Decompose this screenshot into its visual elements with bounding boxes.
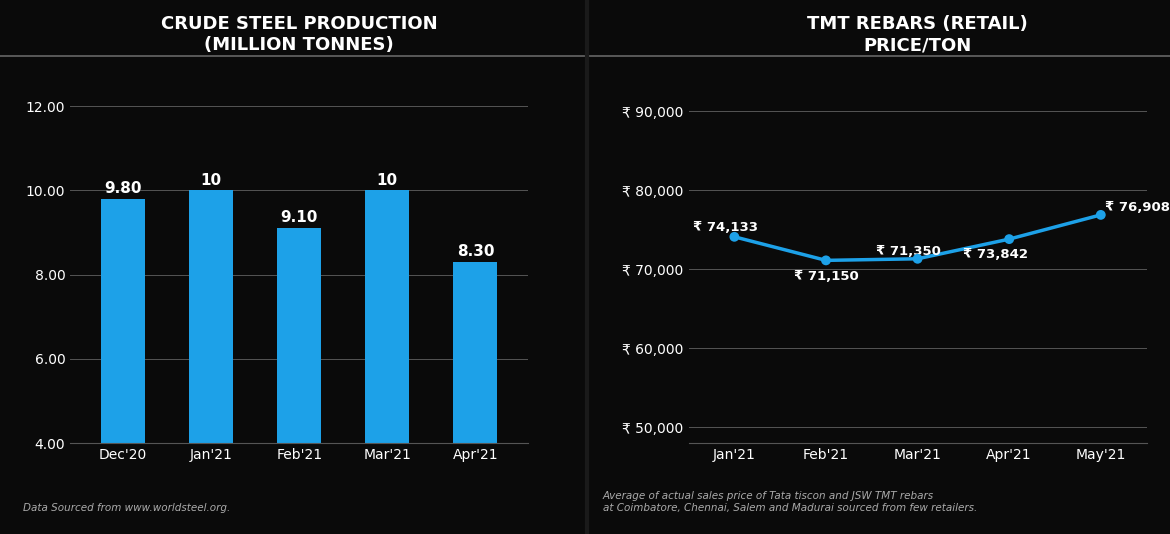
Text: ₹ 71,350: ₹ 71,350	[876, 245, 941, 258]
Text: 9.10: 9.10	[281, 210, 318, 225]
Text: 8.30: 8.30	[456, 244, 494, 259]
Point	[1092, 210, 1110, 219]
Point	[1000, 235, 1019, 244]
Bar	[365, 191, 410, 534]
Text: ₹ 74,133: ₹ 74,133	[693, 221, 758, 234]
Bar	[453, 262, 497, 534]
Point	[725, 232, 744, 241]
Title: CRUDE STEEL PRODUCTION
(MILLION TONNES): CRUDE STEEL PRODUCTION (MILLION TONNES)	[161, 15, 438, 54]
Text: 9.80: 9.80	[104, 181, 142, 196]
Title: TMT REBARS (RETAIL)
PRICE/TON: TMT REBARS (RETAIL) PRICE/TON	[807, 15, 1028, 54]
Text: 10: 10	[377, 172, 398, 187]
Text: ₹ 71,150: ₹ 71,150	[793, 270, 859, 282]
Text: 10: 10	[200, 172, 221, 187]
Point	[817, 256, 835, 265]
Point	[908, 255, 927, 263]
Bar	[101, 199, 145, 534]
Text: ₹ 76,908: ₹ 76,908	[1106, 201, 1170, 214]
Text: Average of actual sales price of Tata tiscon and JSW TMT rebars
at Coimbatore, C: Average of actual sales price of Tata ti…	[603, 491, 977, 513]
Bar	[277, 229, 322, 534]
Bar	[190, 191, 233, 534]
Text: ₹ 73,842: ₹ 73,842	[963, 248, 1028, 262]
Text: Data Sourced from www.worldsteel.org.: Data Sourced from www.worldsteel.org.	[23, 502, 230, 513]
